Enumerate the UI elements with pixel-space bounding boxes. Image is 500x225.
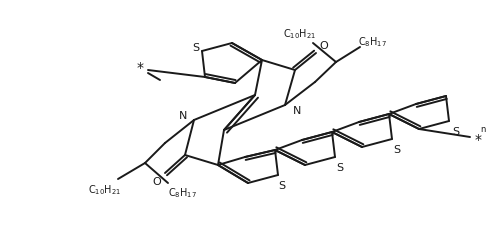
Text: S: S [452, 126, 460, 136]
Text: C$_{10}$H$_{21}$: C$_{10}$H$_{21}$ [284, 27, 316, 41]
Text: n: n [480, 125, 486, 134]
Text: N: N [179, 110, 187, 120]
Text: S: S [192, 43, 200, 53]
Text: C$_{8}$H$_{17}$: C$_{8}$H$_{17}$ [168, 185, 198, 199]
Text: *: * [136, 61, 143, 75]
Text: N: N [293, 106, 301, 115]
Text: S: S [394, 144, 400, 154]
Text: S: S [278, 180, 285, 190]
Text: C$_{8}$H$_{17}$: C$_{8}$H$_{17}$ [358, 35, 388, 49]
Text: S: S [336, 162, 344, 172]
Text: O: O [152, 176, 162, 186]
Text: O: O [320, 41, 328, 51]
Text: C$_{10}$H$_{21}$: C$_{10}$H$_{21}$ [88, 182, 122, 196]
Text: *: * [474, 132, 482, 146]
